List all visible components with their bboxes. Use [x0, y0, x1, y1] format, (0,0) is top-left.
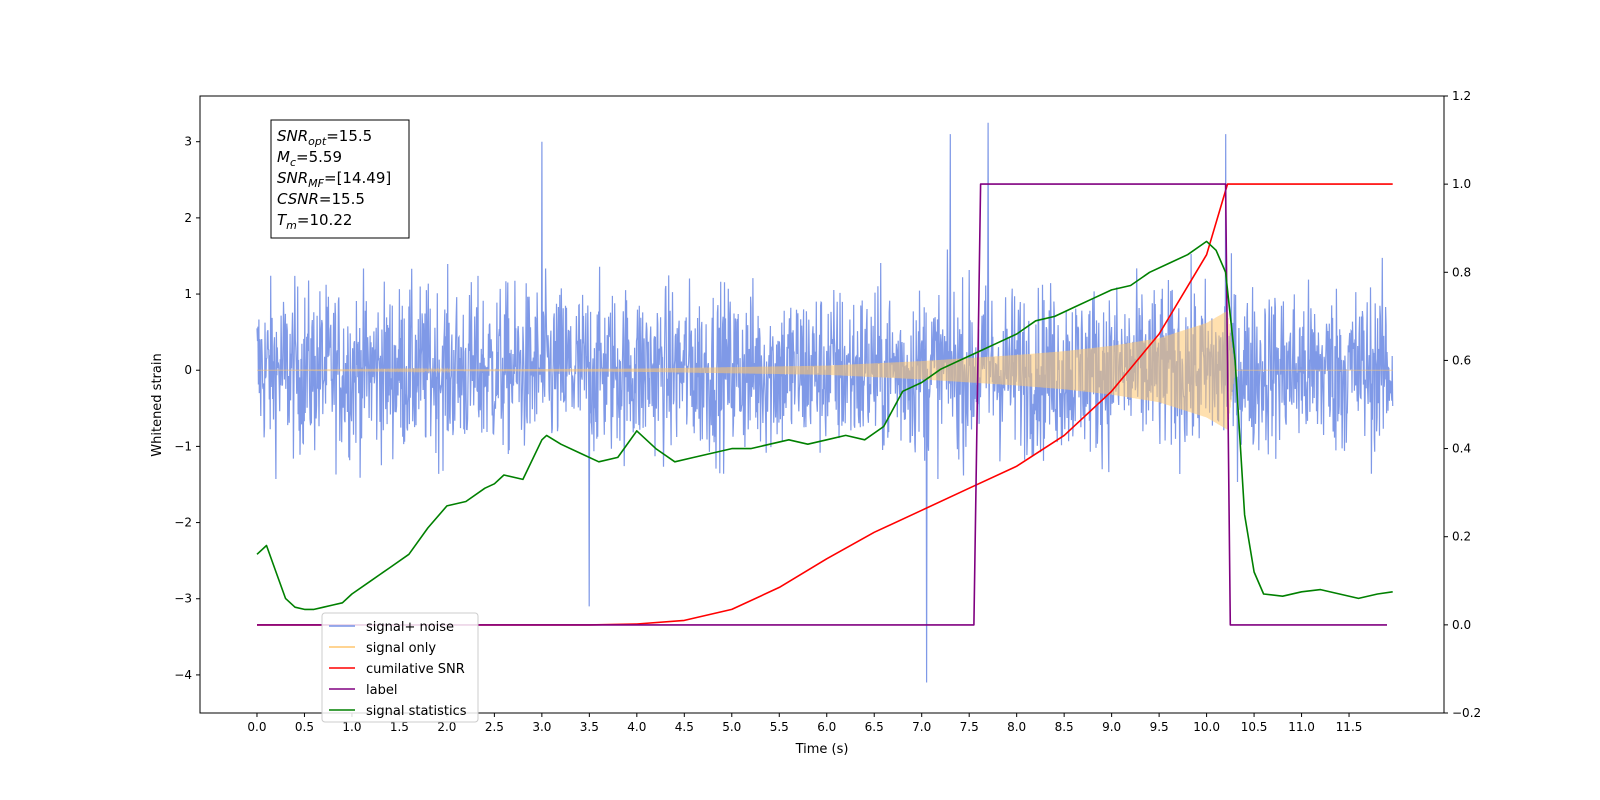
y2-tick-label: 0.0: [1452, 618, 1471, 632]
y-tick-label: −2: [174, 516, 192, 530]
x-tick-label: 2.0: [437, 720, 456, 734]
x-tick-label: 1.0: [342, 720, 361, 734]
y2-tick-label: −0.2: [1452, 706, 1481, 720]
x-tick-label: 5.0: [722, 720, 741, 734]
legend: signal+ noise signal only cumilative SNR la…: [321, 612, 479, 723]
y-tick-label: 0: [184, 363, 192, 377]
series-cumilative-snr-line: [257, 183, 1393, 626]
x-axis: 0.0 0.5 1.0 1.5 2.0 2.5 3.0 3.5 4.0 4.5 5.0 5.5 6.0 6…: [247, 713, 1362, 734]
legend-entry: cumilative SNR: [366, 662, 465, 677]
y-tick-label: −1: [174, 439, 192, 453]
y-axis-label: Whitened strain: [150, 353, 165, 456]
series-signal-only: [257, 311, 1393, 430]
x-tick-label: 3.0: [532, 720, 551, 734]
legend-entry: signal statistics: [366, 704, 467, 719]
x-tick-label: 3.5: [580, 720, 599, 734]
x-tick-label: 7.5: [960, 720, 979, 734]
x-tick-label: 1.5: [390, 720, 409, 734]
y2-tick-label: 0.4: [1452, 442, 1471, 456]
x-tick-label: 8.5: [1055, 720, 1074, 734]
x-tick-label: 4.0: [627, 720, 646, 734]
x-tick-label: 10.5: [1241, 720, 1268, 734]
annotation-box: SNRopt=15.5Mc=5.59SNRMF=[14.49]CSNR=15.5…: [270, 119, 410, 239]
x-tick-label: 9.5: [1150, 720, 1169, 734]
annotation-line: SNRopt=15.5: [277, 127, 372, 148]
series-lines: [256, 183, 1393, 626]
plot-area: [256, 122, 1394, 683]
y-tick-label: 2: [184, 211, 192, 225]
x-tick-label: 8.0: [1007, 720, 1026, 734]
x-tick-label: 7.0: [912, 720, 931, 734]
x-tick-label: 9.0: [1102, 720, 1121, 734]
y2-tick-label: 1.0: [1452, 177, 1471, 191]
x-tick-label: 5.5: [770, 720, 789, 734]
y-tick-label: 3: [184, 135, 192, 149]
x-axis-label: Time (s): [795, 742, 849, 757]
x-tick-label: 0.5: [295, 720, 314, 734]
y2-tick-label: 0.2: [1452, 530, 1471, 544]
x-tick-label: 0.0: [247, 720, 266, 734]
x-tick-label: 11.5: [1336, 720, 1363, 734]
x-tick-label: 6.0: [817, 720, 836, 734]
x-tick-label: 2.5: [485, 720, 504, 734]
annotation-line: Tm=10.22: [277, 211, 352, 232]
x-tick-label: 11.0: [1288, 720, 1315, 734]
y-tick-label: −3: [174, 592, 192, 606]
legend-entry: signal+ noise: [366, 620, 454, 635]
y-tick-label: −4: [174, 668, 192, 682]
y2-tick-label: 0.8: [1452, 265, 1471, 279]
annotation-line: Mc=5.59: [277, 148, 342, 169]
legend-entry: label: [366, 683, 397, 698]
y-tick-label: 1: [184, 287, 192, 301]
x-tick-label: 10.0: [1193, 720, 1220, 734]
x-tick-label: 6.5: [865, 720, 884, 734]
y2-tick-label: 0.6: [1452, 353, 1471, 367]
y-axis-left: 3 2 1 0 −1 −2 −3 −4: [174, 135, 200, 682]
y2-tick-label: 1.2: [1452, 89, 1471, 103]
series-label-line: [257, 183, 1387, 626]
series-signal-only-line: [257, 311, 1393, 430]
axes-frame: [199, 95, 1445, 714]
series-signal-statistics-line: [256, 240, 1393, 611]
annotation-line: CSNR=15.5: [277, 190, 365, 208]
y-axis-right: 1.2 1.0 0.8 0.6 0.4 0.2 0.0 −0.2: [1444, 89, 1481, 720]
legend-entry: signal only: [366, 641, 436, 656]
annotation-line: SNRMF=[14.49]: [277, 169, 391, 190]
x-tick-label: 4.5: [675, 720, 694, 734]
